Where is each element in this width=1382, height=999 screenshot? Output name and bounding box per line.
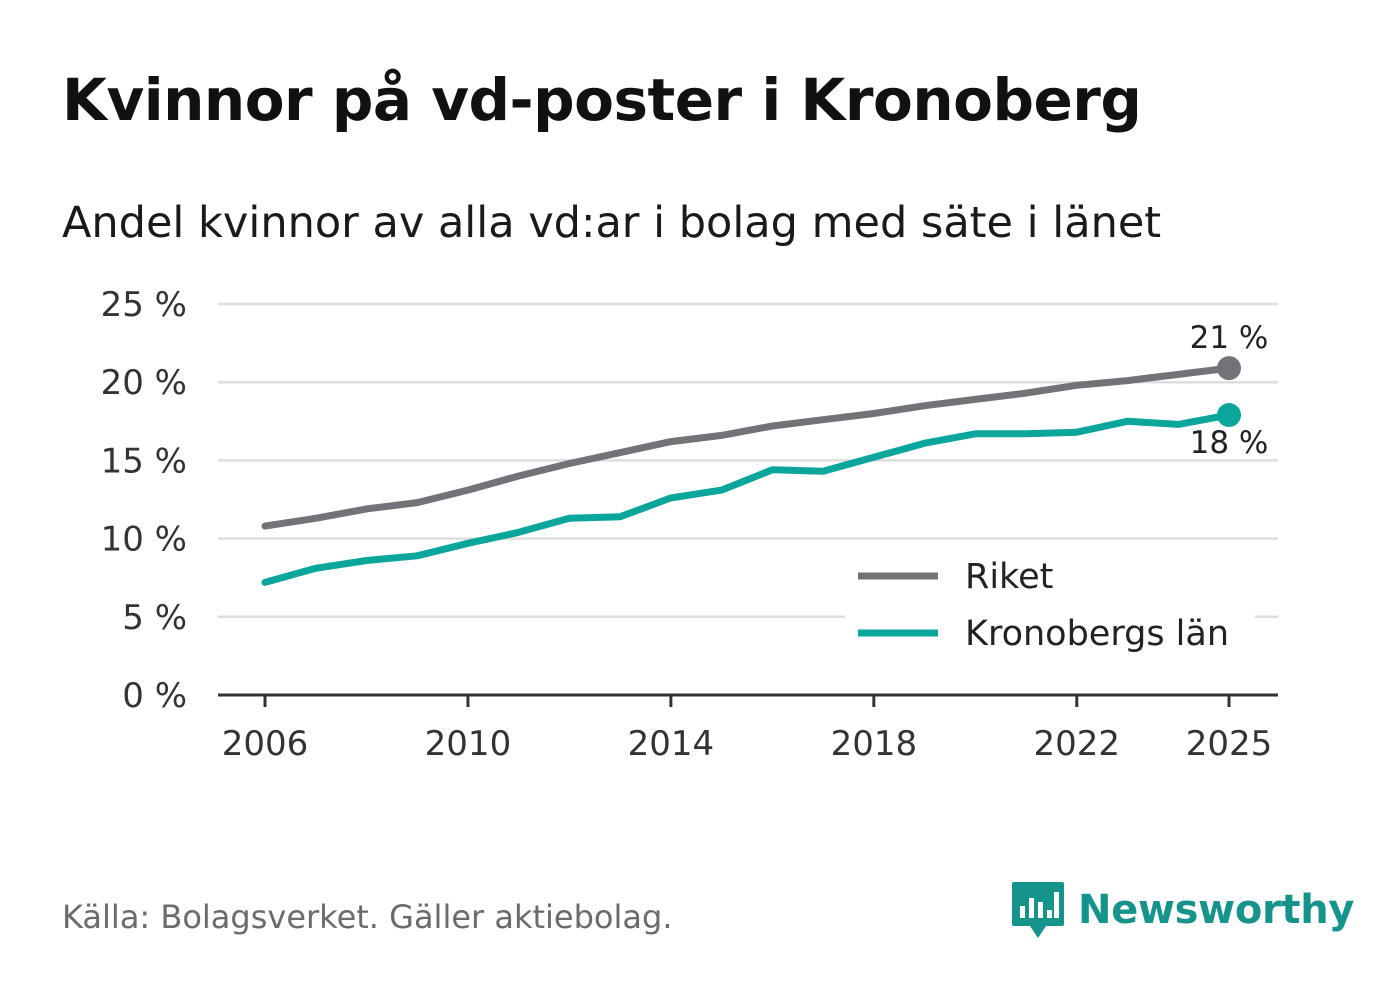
y-tick-label: 20 % — [101, 363, 187, 403]
x-tick-label: 2022 — [1034, 724, 1121, 764]
series-endpoint — [1217, 403, 1241, 428]
series-end-label: 18 % — [1190, 425, 1269, 461]
chart-title: Kvinnor på vd-poster i Kronoberg — [62, 66, 1142, 134]
y-tick-label: 5 % — [122, 598, 187, 638]
x-tick-label: 2006 — [222, 724, 309, 764]
series-lines: 21 % 18 % — [261, 320, 1269, 586]
series-endpoint — [1217, 356, 1241, 381]
legend: Riket Kronobergs län — [845, 550, 1255, 659]
y-tick-label: 0 % — [122, 676, 187, 716]
source-note: Källa: Bolagsverket. Gäller aktiebolag. — [62, 898, 673, 936]
x-tick-label: 2010 — [425, 724, 512, 764]
brand-name: Newsworthy — [1078, 887, 1355, 933]
x-tick-label: 2014 — [628, 724, 715, 764]
brand-logo: Newsworthy — [1010, 880, 1355, 940]
series-line-riket — [261, 364, 1233, 530]
y-tick-label: 25 % — [101, 285, 187, 325]
chart-subtitle: Andel kvinnor av alla vd:ar i bolag med … — [62, 198, 1162, 248]
x-tick-label: 2018 — [831, 724, 918, 764]
series-end-label: 21 % — [1190, 320, 1269, 356]
legend-label: Riket — [965, 557, 1053, 597]
legend-label: Kronobergs län — [965, 614, 1229, 654]
axes: 0 % 5 % 10 % 15 % 20 % 25 % 2006 2010 2014 2018 20… — [101, 285, 1278, 764]
bar-chart-speech-bubble-icon — [1012, 882, 1064, 938]
x-tick-label: 2025 — [1186, 724, 1273, 764]
y-tick-label: 15 % — [101, 441, 187, 481]
y-tick-label: 10 % — [101, 520, 187, 560]
series-line-kronoberg — [261, 411, 1233, 586]
